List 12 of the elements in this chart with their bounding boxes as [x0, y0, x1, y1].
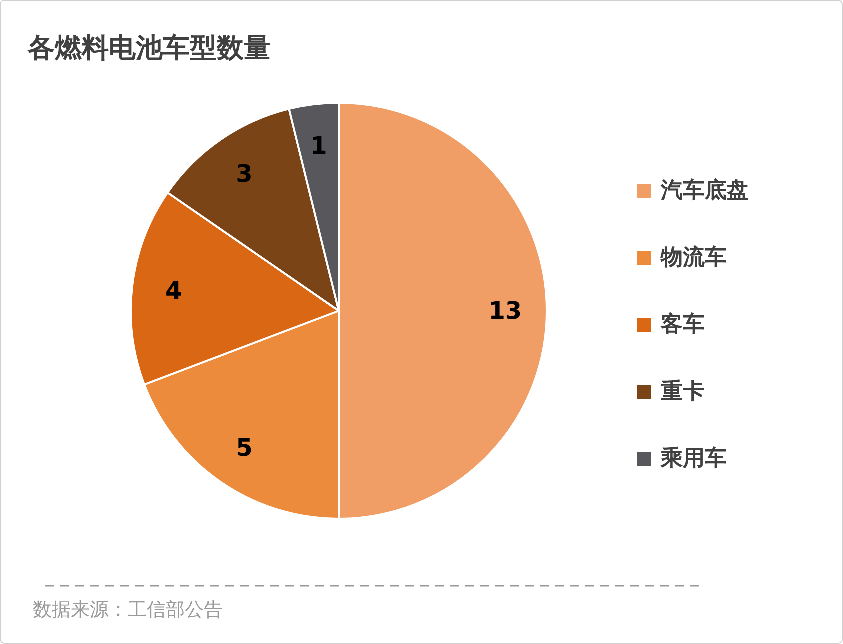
data-label: 1	[310, 132, 328, 160]
legend-label: 乘用车	[660, 446, 727, 472]
chart-title: 各燃料电池车型数量	[27, 33, 271, 64]
data-label: 13	[488, 297, 522, 325]
data-label: 3	[236, 160, 253, 188]
source-note: 数据来源：工信部公告	[33, 599, 223, 621]
legend-label: 物流车	[660, 244, 727, 270]
legend-label: 客车	[660, 312, 705, 338]
data-label: 5	[236, 434, 253, 462]
legend-label: 重卡	[660, 380, 705, 404]
data-label: 4	[165, 276, 182, 305]
legend-label: 汽车底盘	[660, 178, 749, 204]
